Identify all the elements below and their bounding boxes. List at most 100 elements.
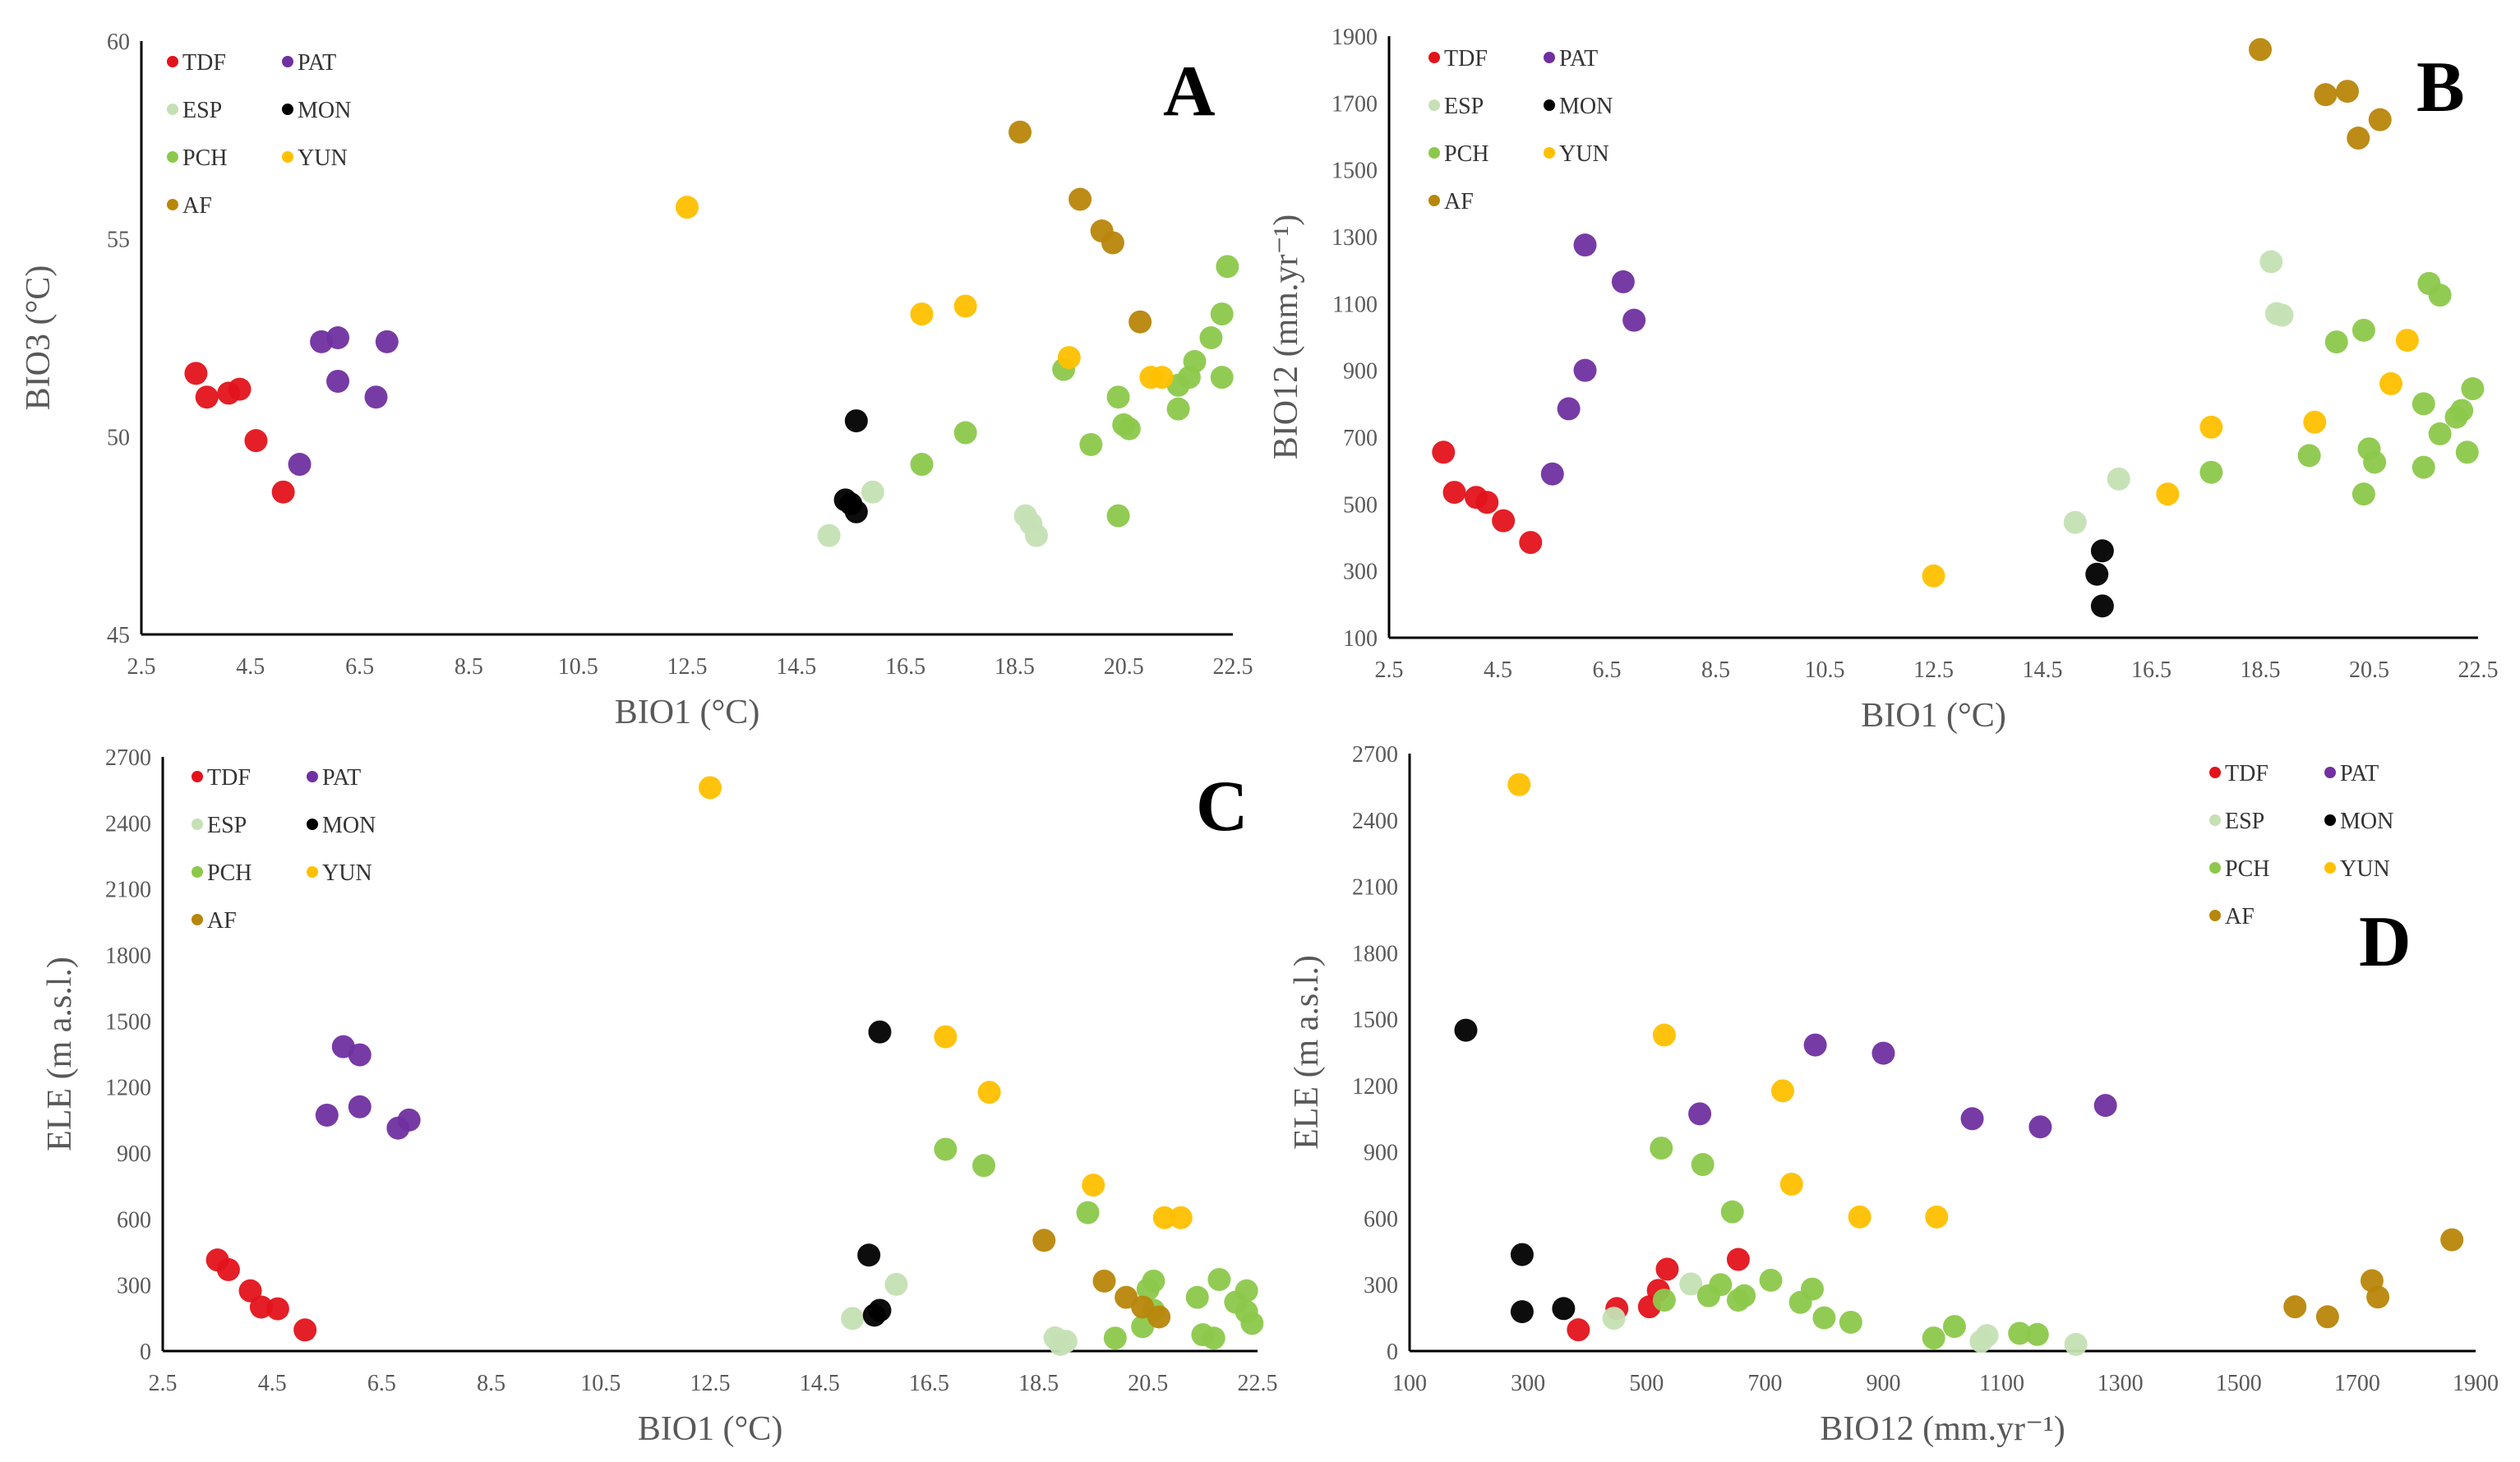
y-tick-label: 2100 xyxy=(105,878,151,903)
x-tick-label: 8.5 xyxy=(455,654,483,680)
x-tick-label: 1300 xyxy=(2098,1371,2144,1396)
panel-a: 2.5 4.5 6.5 8.5 10.5 12.5 14.5 16.5 18.5 20.5 22.5… xyxy=(20,30,1253,731)
legend-marker-pch xyxy=(2209,862,2221,874)
data-point-pch xyxy=(1812,1306,1836,1330)
data-point-tdf xyxy=(228,377,252,401)
x-tick-label: 12.5 xyxy=(690,1371,731,1396)
legend-marker-mon xyxy=(307,819,318,830)
data-point-pch xyxy=(2324,330,2348,354)
x-tick-label: 22.5 xyxy=(1238,1371,1278,1396)
legend-label-mon: MON xyxy=(2340,809,2393,834)
data-point-pch xyxy=(1216,255,1239,279)
y-tick-label: 700 xyxy=(1343,426,1378,451)
y-tick-label: 500 xyxy=(1343,492,1378,518)
data-point-pat xyxy=(2028,1115,2052,1139)
y-tick-label: 1500 xyxy=(1332,159,1378,184)
legend-label-pat: PAT xyxy=(2340,761,2379,786)
data-point-esp xyxy=(1602,1307,1626,1331)
data-point-pch xyxy=(2025,1322,2049,1346)
y-tick-label: 2400 xyxy=(1352,809,1398,834)
data-point-tdf xyxy=(195,385,219,409)
data-point-pat xyxy=(1622,308,1646,332)
data-point-pat xyxy=(348,1095,372,1118)
legend-label-tdf: TDF xyxy=(2225,761,2268,786)
data-point-af xyxy=(2314,83,2338,107)
panel-letter: D xyxy=(2359,902,2412,982)
data-point-pch xyxy=(972,1154,995,1178)
legend-marker-pat xyxy=(1544,52,1555,63)
data-point-pch xyxy=(1076,1201,1100,1224)
data-point-pat xyxy=(1573,358,1597,382)
data-point-pch xyxy=(1103,1326,1127,1350)
x-tick-label: 8.5 xyxy=(477,1371,505,1396)
data-point-af xyxy=(2368,108,2392,131)
data-point-mon xyxy=(1552,1297,1576,1321)
data-point-pch xyxy=(1142,1269,1165,1293)
y-tick-label: 2700 xyxy=(105,745,151,771)
data-point-af xyxy=(1068,187,1092,211)
x-tick-label: 14.5 xyxy=(776,654,816,680)
data-point-mon xyxy=(2090,539,2114,563)
x-tick-label: 20.5 xyxy=(2349,657,2389,683)
legend-marker-af xyxy=(167,199,178,210)
data-point-esp xyxy=(2259,250,2283,274)
legend-label-pch: PCH xyxy=(207,860,252,886)
x-tick-label: 12.5 xyxy=(1913,657,1954,683)
y-tick-label: 55 xyxy=(107,228,130,253)
x-tick-label: 2.5 xyxy=(1375,657,1404,683)
data-point-af xyxy=(2283,1295,2307,1319)
data-point-mon xyxy=(868,1298,892,1322)
data-point-yun xyxy=(2379,371,2402,395)
data-point-pch xyxy=(2455,440,2479,464)
data-point-yun xyxy=(1770,1079,1794,1103)
data-point-mon xyxy=(857,1243,881,1267)
legend-label-yun: YUN xyxy=(298,145,348,171)
legend-label-pat: PAT xyxy=(298,50,336,76)
legend: TDF PAT ESP MON PCH YUN AF xyxy=(192,765,376,934)
data-point-pat xyxy=(364,385,388,409)
y-tick-label: 900 xyxy=(1364,1141,1398,1166)
data-point-pch xyxy=(1106,385,1130,409)
data-point-pch xyxy=(1726,1289,1750,1312)
data-point-yun xyxy=(1150,366,1174,390)
y-tick-label: 1200 xyxy=(1352,1074,1398,1100)
legend-marker-mon xyxy=(1544,99,1555,111)
data-point-yun xyxy=(953,294,977,318)
data-point-pch xyxy=(2461,377,2485,401)
x-tick-label: 10.5 xyxy=(558,654,598,680)
legend: TDF PAT ESP MON PCH YUN AF xyxy=(2209,761,2393,929)
data-point-pch xyxy=(1942,1315,1966,1339)
data-point-tdf xyxy=(216,1257,240,1281)
data-point-tdf xyxy=(1519,531,1543,555)
data-point-pch xyxy=(1696,1284,1720,1307)
legend-label-yun: YUN xyxy=(2340,856,2390,882)
data-point-pch xyxy=(1202,1326,1225,1350)
data-point-pat xyxy=(1573,233,1597,257)
data-point-af xyxy=(2366,1285,2390,1309)
data-point-pch xyxy=(1720,1200,1744,1224)
legend-marker-pat xyxy=(2324,767,2336,778)
data-point-pch xyxy=(1207,1267,1231,1291)
legend-marker-tdf xyxy=(2209,767,2221,778)
panel-letter: B xyxy=(2416,48,2465,127)
x-tick-label: 18.5 xyxy=(2241,657,2281,683)
data-point-mon xyxy=(2085,562,2109,586)
data-point-esp xyxy=(1975,1324,1999,1348)
data-point-pat xyxy=(1688,1102,1712,1126)
data-point-pch xyxy=(934,1137,958,1161)
data-point-af xyxy=(2315,1305,2339,1329)
data-point-mon xyxy=(1510,1300,1534,1324)
y-tick-label: 1100 xyxy=(1332,292,1378,317)
legend-marker-pat xyxy=(282,56,293,67)
x-tick-label: 6.5 xyxy=(367,1371,396,1396)
data-point-pch xyxy=(910,453,934,477)
data-point-pch xyxy=(1235,1279,1258,1303)
legend-label-mon: MON xyxy=(298,98,351,123)
panel-b: 2.5 4.5 6.5 8.5 10.5 12.5 14.5 16.5 18.5 20.5 22.5… xyxy=(1267,25,2499,735)
data-point-yun xyxy=(699,776,722,800)
legend-label-yun: YUN xyxy=(1559,141,1609,167)
legend-label-af: AF xyxy=(1444,189,1474,214)
legend-marker-pat xyxy=(307,771,318,782)
legend-label-pch: PCH xyxy=(182,145,227,171)
legend-marker-tdf xyxy=(192,771,203,782)
